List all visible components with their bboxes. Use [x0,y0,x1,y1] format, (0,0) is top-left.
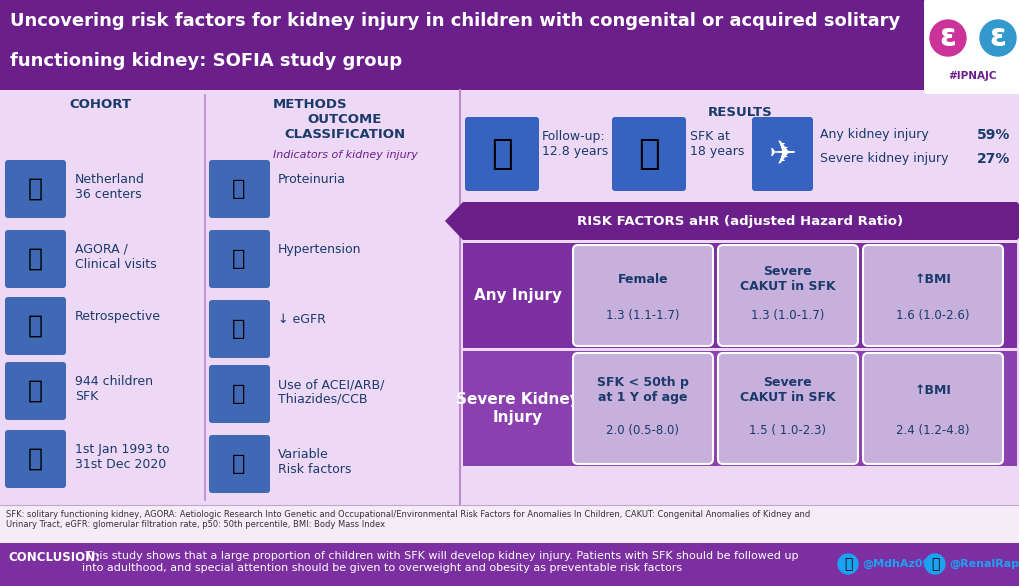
Text: RISK FACTORS aHR (adjusted Hazard Ratio): RISK FACTORS aHR (adjusted Hazard Ratio) [577,214,902,227]
FancyBboxPatch shape [0,0,1019,90]
Text: OUTCOME
CLASSIFICATION: OUTCOME CLASSIFICATION [284,113,406,141]
Text: SFK at
18 years: SFK at 18 years [689,130,744,158]
FancyBboxPatch shape [209,365,270,423]
Text: Severe Kidney
Injury: Severe Kidney Injury [455,392,580,425]
FancyBboxPatch shape [209,230,270,288]
FancyBboxPatch shape [5,230,66,288]
Text: 1.3 (1.0-1.7): 1.3 (1.0-1.7) [751,309,824,322]
Text: 1.5 ( 1.0-2.3): 1.5 ( 1.0-2.3) [749,424,825,437]
FancyBboxPatch shape [463,243,1016,348]
FancyBboxPatch shape [465,117,538,191]
Text: #IPNAJC: #IPNAJC [948,71,997,81]
FancyBboxPatch shape [209,435,270,493]
FancyBboxPatch shape [209,160,270,218]
Text: 🫘: 🫘 [28,379,43,403]
Text: @MdhAz09: @MdhAz09 [861,559,929,569]
Text: CONCLUSION:: CONCLUSION: [8,551,100,564]
Text: Indicators of kidney injury: Indicators of kidney injury [272,150,417,160]
Text: 🧪: 🧪 [232,179,246,199]
Text: ε: ε [938,23,956,53]
Text: Netherland
36 centers: Netherland 36 centers [75,173,145,201]
Text: 1.6 (1.0-2.6): 1.6 (1.0-2.6) [896,309,969,322]
FancyBboxPatch shape [0,90,1019,505]
Text: 2.0 (0.5-8.0): 2.0 (0.5-8.0) [606,424,679,437]
Text: 🔍: 🔍 [232,454,246,474]
Circle shape [929,20,965,56]
Text: ↓ eGFR: ↓ eGFR [278,313,325,326]
Text: 944 children
SFK: 944 children SFK [75,375,153,403]
Text: 📅: 📅 [491,137,513,171]
Text: This study shows that a large proportion of children with SFK will develop kidne: This study shows that a large proportion… [82,551,798,573]
Text: COHORT: COHORT [69,98,130,111]
Text: Any Injury: Any Injury [474,288,561,303]
Text: ↑BMI: ↑BMI [914,272,951,285]
Circle shape [838,554,857,574]
FancyBboxPatch shape [862,353,1002,464]
Text: functioning kidney: SOFIA study group: functioning kidney: SOFIA study group [10,52,401,70]
FancyBboxPatch shape [463,351,1016,466]
Text: 🐦: 🐦 [930,557,938,571]
FancyBboxPatch shape [751,117,812,191]
FancyBboxPatch shape [209,300,270,358]
Text: 💊: 💊 [232,384,246,404]
Text: ε: ε [988,23,1006,53]
FancyBboxPatch shape [611,117,686,191]
FancyBboxPatch shape [0,543,1019,586]
Text: 📋: 📋 [232,319,246,339]
FancyBboxPatch shape [5,160,66,218]
Text: Hypertension: Hypertension [278,243,361,256]
Text: Uncovering risk factors for kidney injury in children with congenital or acquire: Uncovering risk factors for kidney injur… [10,12,900,30]
Text: AGORA /
Clinical visits: AGORA / Clinical visits [75,243,157,271]
Text: Female: Female [618,272,667,285]
Text: Severe
CAKUT in SFK: Severe CAKUT in SFK [740,376,835,404]
Text: ↑BMI: ↑BMI [914,384,951,397]
FancyBboxPatch shape [717,353,857,464]
FancyBboxPatch shape [0,505,1019,543]
FancyBboxPatch shape [573,245,712,346]
Text: 👥: 👥 [28,314,43,338]
Text: Use of ACEI/ARB/
Thiazides/CCB: Use of ACEI/ARB/ Thiazides/CCB [278,378,384,406]
Text: ✈: ✈ [767,138,795,171]
Text: @RenalRapunzel: @RenalRapunzel [948,559,1019,569]
FancyBboxPatch shape [573,353,712,464]
FancyBboxPatch shape [463,202,1016,240]
Text: 2.4 (1.2-4.8): 2.4 (1.2-4.8) [896,424,969,437]
Text: Any kidney injury: Any kidney injury [819,128,928,141]
Text: 1.3 (1.1-1.7): 1.3 (1.1-1.7) [605,309,679,322]
Text: 💉: 💉 [232,249,246,269]
Text: 🫀: 🫀 [638,137,659,171]
Text: Severe kidney injury: Severe kidney injury [819,152,948,165]
Text: Severe
CAKUT in SFK: Severe CAKUT in SFK [740,265,835,293]
Circle shape [924,554,944,574]
Text: 🐦: 🐦 [843,557,851,571]
Polygon shape [444,202,463,240]
FancyBboxPatch shape [923,0,1019,94]
Text: Follow-up:
12.8 years: Follow-up: 12.8 years [541,130,607,158]
Text: RESULTS: RESULTS [707,106,771,119]
Polygon shape [1016,202,1019,240]
Text: Retrospective: Retrospective [75,310,161,323]
Circle shape [979,20,1015,56]
Text: 🏥: 🏥 [28,177,43,201]
Text: SFK < 50th p
at 1 Y of age: SFK < 50th p at 1 Y of age [596,376,688,404]
Text: 27%: 27% [975,152,1009,166]
Text: 1st Jan 1993 to
31st Dec 2020: 1st Jan 1993 to 31st Dec 2020 [75,443,169,471]
Text: METHODS: METHODS [272,98,347,111]
Text: 🔄: 🔄 [28,247,43,271]
FancyBboxPatch shape [5,430,66,488]
FancyBboxPatch shape [5,362,66,420]
Text: 📅: 📅 [28,447,43,471]
Text: Variable
Risk factors: Variable Risk factors [278,448,351,476]
FancyBboxPatch shape [862,245,1002,346]
Text: SFK: solitary functioning kidney, AGORA: Aetiologic Research Into Genetic and Oc: SFK: solitary functioning kidney, AGORA:… [6,510,809,529]
Text: Proteinuria: Proteinuria [278,173,345,186]
FancyBboxPatch shape [5,297,66,355]
FancyBboxPatch shape [717,245,857,346]
Text: 59%: 59% [975,128,1009,142]
